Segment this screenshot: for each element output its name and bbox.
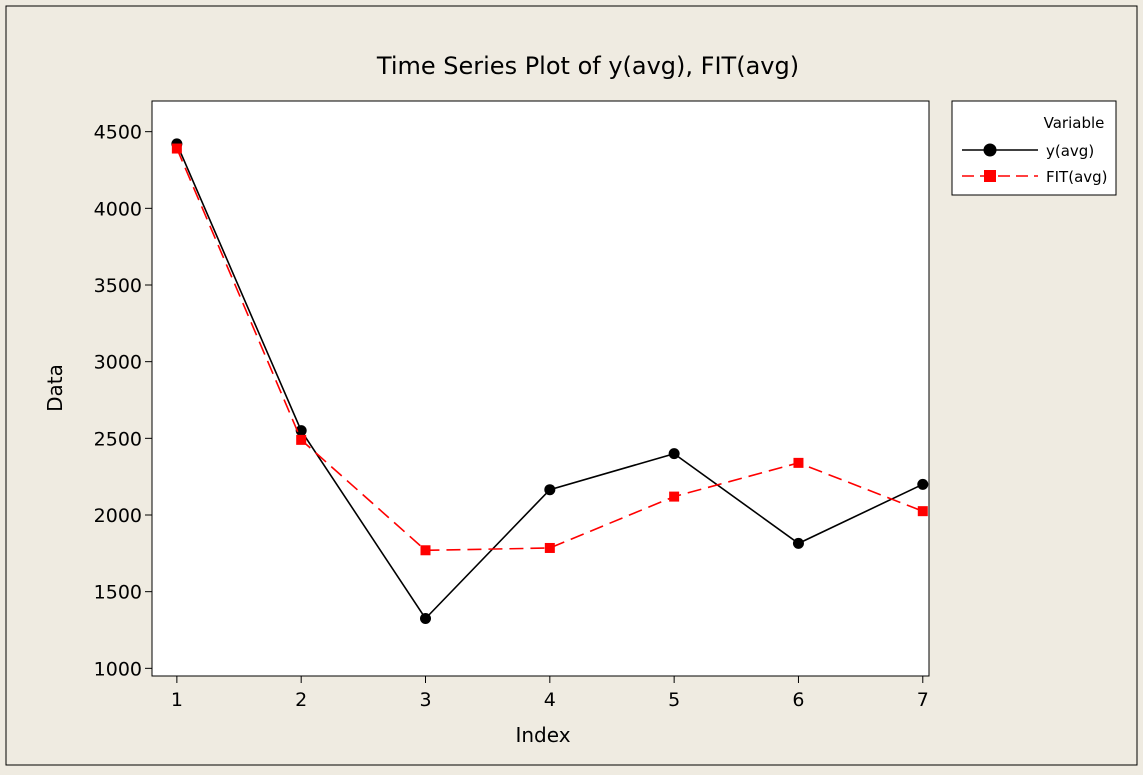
plot-area [151, 100, 930, 677]
data-point [420, 545, 431, 556]
data-point [544, 542, 555, 553]
data-point [171, 143, 182, 154]
y-tick-label: 4500 [94, 122, 142, 144]
legend-box [951, 100, 1117, 196]
legend-marker [983, 143, 997, 157]
data-point [793, 457, 804, 468]
series-layer [171, 138, 929, 624]
data-point [917, 506, 928, 517]
data-point [295, 425, 307, 437]
y-tick-label: 3000 [94, 352, 142, 374]
legend-title: Variable [1044, 114, 1105, 132]
legend: Variable y(avg) FIT(avg) [951, 100, 1117, 196]
y-tick-label: 1000 [94, 658, 142, 680]
data-point [668, 448, 680, 460]
chart-title: Time Series Plot of y(avg), FIT(avg) [376, 52, 799, 80]
x-tick-label: 6 [792, 689, 804, 711]
data-point [296, 434, 307, 445]
legend-label: FIT(avg) [1046, 168, 1108, 186]
data-point [420, 613, 432, 624]
data-point [669, 491, 680, 502]
x-tick-label: 2 [295, 689, 307, 711]
legend-marker [984, 170, 996, 182]
data-point [917, 478, 929, 490]
x-axis-label: Index [515, 723, 570, 747]
y-axis: 1000 1500 2000 2500 3000 3500 4000 4500 [94, 122, 152, 680]
x-tick-label: 7 [917, 689, 929, 711]
y-tick-label: 4000 [94, 198, 142, 220]
data-point [544, 484, 556, 496]
legend-label: y(avg) [1046, 142, 1094, 160]
x-axis: 1 2 3 4 5 6 7 [171, 676, 929, 711]
x-tick-label: 4 [544, 689, 556, 711]
y-tick-label: 3500 [94, 275, 142, 297]
y-tick-label: 2500 [94, 428, 142, 450]
y-axis-label: Data [43, 364, 67, 412]
data-point [792, 537, 804, 549]
legend-items: y(avg) FIT(avg) [962, 142, 1108, 186]
y-tick-label: 1500 [94, 582, 142, 604]
y-tick-label: 2000 [94, 505, 142, 527]
x-tick-label: 1 [171, 689, 183, 711]
x-tick-label: 5 [668, 689, 680, 711]
x-tick-label: 3 [419, 689, 431, 711]
